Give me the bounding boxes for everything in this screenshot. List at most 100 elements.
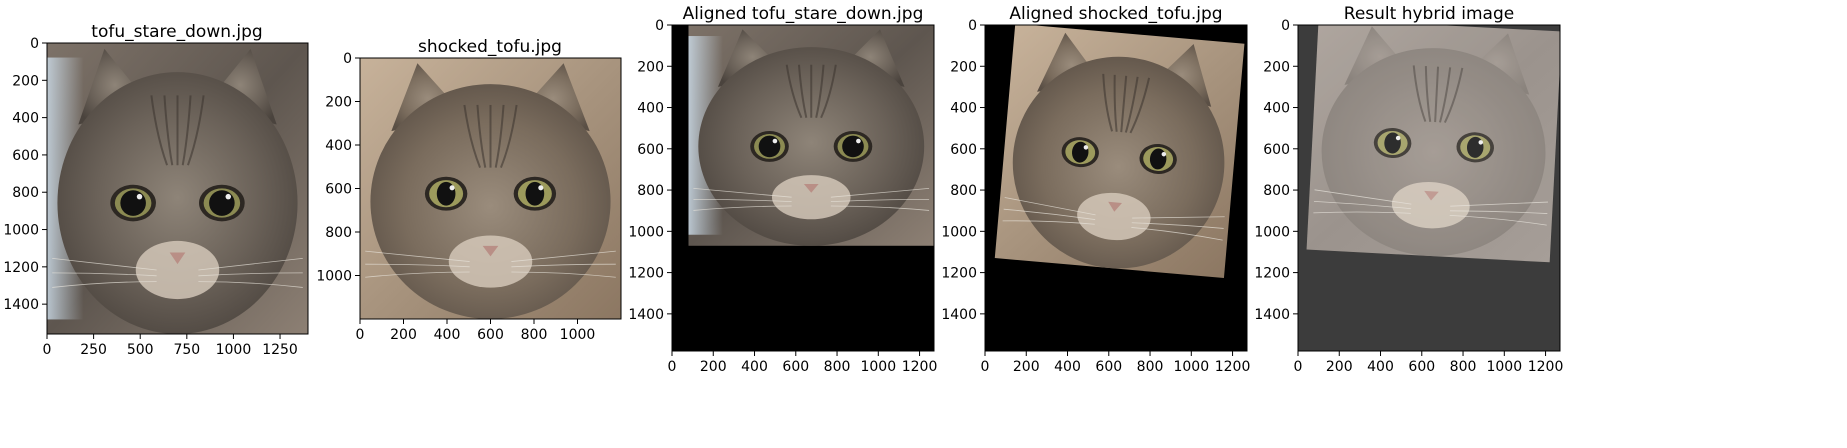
cat-whisker — [1004, 197, 1096, 216]
cat-head — [370, 84, 611, 319]
y-tick-label: 1200 — [941, 266, 977, 282]
cat-nose — [482, 245, 499, 257]
x-tick-label: 800 — [1137, 359, 1164, 375]
cat-head — [1321, 48, 1546, 257]
y-tick-label: 400 — [325, 138, 352, 154]
image-frame — [984, 24, 1248, 352]
x-tick-label: 800 — [1450, 359, 1477, 375]
image-area — [672, 25, 934, 351]
panel-title: Result hybrid image — [1344, 4, 1514, 24]
cat-eye-highlight — [772, 138, 778, 144]
cat-eye-highlight — [1478, 140, 1484, 145]
y-tick-label: 1400 — [1254, 307, 1290, 323]
cat-eye-highlight — [225, 193, 232, 200]
fur-stripe — [797, 64, 808, 118]
y-tick-label: 200 — [12, 73, 39, 89]
image-frame — [1297, 24, 1561, 352]
y-tick-label: 200 — [950, 59, 977, 75]
cat-muzzle — [135, 240, 220, 300]
fur-stripe — [1412, 65, 1427, 122]
y-tick-label: 1200 — [1254, 266, 1290, 282]
fur-stripe — [463, 104, 481, 168]
y-tick-label: 0 — [1281, 18, 1290, 34]
panel-title: tofu_stare_down.jpg — [91, 22, 262, 42]
cat-whisker — [365, 271, 470, 278]
x-tick-label: 400 — [1054, 359, 1081, 375]
cat-whisker — [52, 257, 157, 271]
image-area — [1298, 25, 1560, 351]
cat-whisker — [1314, 189, 1412, 205]
x-tick-label: 1000 — [560, 327, 596, 343]
cat-head — [57, 72, 298, 334]
x-tick-label: 200 — [700, 359, 727, 375]
cat-muzzle — [771, 175, 851, 220]
fur-stripe — [1120, 75, 1128, 133]
cat-whisker — [365, 263, 470, 268]
fur-stripe — [820, 64, 837, 119]
fur-stripe — [1443, 67, 1464, 124]
cat-muzzle — [448, 235, 533, 288]
x-tick-label: 400 — [1367, 359, 1394, 375]
cat-whisker — [1313, 211, 1411, 214]
cat-head — [698, 47, 925, 246]
y-tick-label: 1000 — [628, 224, 664, 240]
y-tick-label: 1000 — [941, 224, 977, 240]
cat-nose — [1424, 190, 1439, 201]
panel-result-hybrid-image: Result hybrid image 0 200 400 600 800 1000 120… — [1254, 4, 1563, 375]
cat-eye-highlight — [856, 138, 861, 144]
panel-shocked-tofu: shocked_tofu.jpg 0 200 400 600 800 1000 0 200 40… — [316, 37, 622, 343]
cat-whisker — [1449, 210, 1548, 214]
cat-whisker — [1002, 220, 1095, 225]
cat-nose — [1108, 201, 1122, 212]
x-tick-label: 200 — [1013, 359, 1040, 375]
y-tick-label: 1000 — [1254, 224, 1290, 240]
cat-whisker — [1132, 216, 1225, 219]
image-area — [47, 43, 308, 334]
y-tick-label: 1200 — [3, 260, 39, 276]
fur-stripe — [181, 95, 192, 166]
x-tick-label: 600 — [782, 359, 809, 375]
y-tick-label: 0 — [30, 36, 39, 52]
x-tick-label: 750 — [173, 342, 200, 358]
fur-stripe — [785, 64, 803, 119]
image-frame — [46, 42, 309, 335]
panel-aligned-tofu-stare-down: Aligned tofu_stare_down.jpg 0 200 400 600 80… — [628, 4, 937, 375]
x-tick-label: 600 — [1095, 359, 1122, 375]
x-tick-label: 1200 — [902, 359, 938, 375]
y-tick-label: 800 — [325, 225, 352, 241]
x-tick-label: 0 — [981, 359, 990, 375]
y-tick-label: 600 — [12, 148, 39, 164]
cat-muzzle — [1391, 181, 1470, 229]
cat-whisker — [52, 272, 157, 277]
x-tick-label: 1000 — [860, 359, 896, 375]
cat-whisker — [365, 250, 470, 262]
x-tick-label: 600 — [477, 327, 504, 343]
panel-title: Aligned tofu_stare_down.jpg — [683, 4, 924, 24]
cat-whisker — [1450, 201, 1548, 207]
fur-stripe — [500, 104, 518, 168]
cat-whisker — [693, 199, 792, 203]
x-tick-label: 1200 — [1528, 359, 1564, 375]
y-tick-label: 1200 — [628, 266, 664, 282]
y-tick-label: 1400 — [941, 307, 977, 323]
cat-whisker — [52, 281, 157, 288]
cat-eye-pupil — [758, 135, 781, 158]
cat-whisker — [830, 205, 930, 211]
cat-nose — [803, 183, 819, 193]
x-tick-label: 800 — [521, 327, 548, 343]
y-tick-label: 1400 — [628, 307, 664, 323]
cat-whisker — [830, 199, 930, 203]
x-tick-label: 400 — [741, 359, 768, 375]
x-tick-label: 1000 — [1173, 359, 1209, 375]
panel-tofu-stare-down: tofu_stare_down.jpg 0 250 500 750 1000 1250 0 2… — [3, 22, 309, 358]
hybrid-blend-overlay — [1306, 25, 1560, 263]
photo — [994, 25, 1245, 279]
cat-whisker — [1131, 227, 1223, 241]
photo — [688, 25, 934, 246]
x-tick-label: 800 — [824, 359, 851, 375]
panel-aligned-shocked-tofu: Aligned shocked_tofu.jpg 0 200 400 600 800 10… — [941, 4, 1250, 375]
photo — [1306, 25, 1560, 263]
cat-eye-highlight — [136, 193, 143, 200]
fur-stripe — [1113, 74, 1118, 132]
y-tick-label: 200 — [325, 95, 352, 111]
